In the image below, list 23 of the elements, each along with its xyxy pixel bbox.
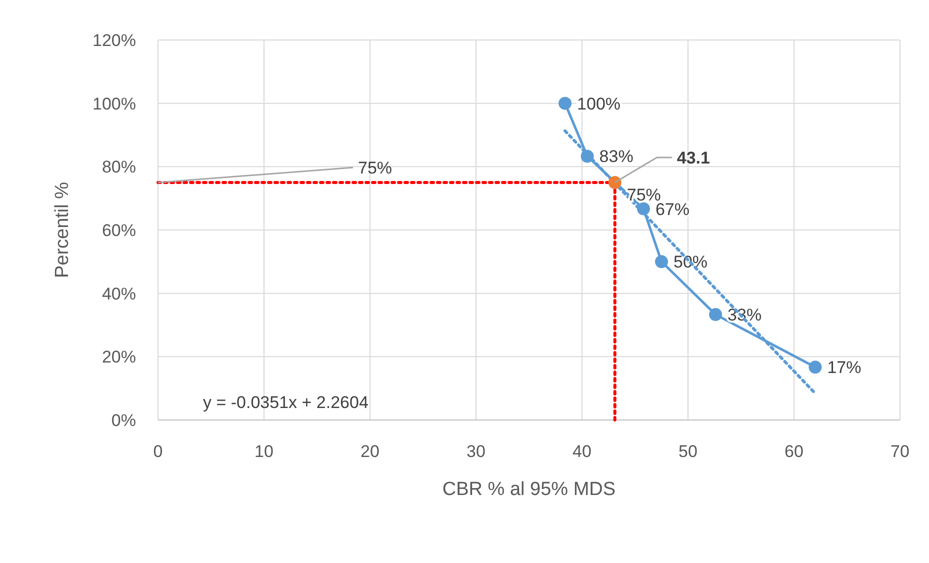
- y-tick-label: 100%: [92, 94, 136, 114]
- y-tick-label: 80%: [102, 158, 136, 177]
- annotation: y = -0.0351x + 2.2604: [203, 393, 368, 412]
- y-tick-label: 60%: [102, 221, 136, 240]
- y-tick-label: 40%: [102, 284, 136, 304]
- y-tick-label: 0%: [111, 411, 136, 430]
- data-label: 83%: [599, 147, 634, 166]
- x-tick-label: 10: [254, 442, 274, 461]
- y-tick-label: 120%: [92, 31, 136, 50]
- annotation: 43.1: [676, 148, 710, 168]
- x-axis-title: CBR % al 95% MDS: [442, 479, 616, 500]
- data-label: 17%: [827, 358, 862, 378]
- y-axis-title: Percentil %: [52, 182, 73, 278]
- data-label: 100%: [577, 94, 621, 114]
- x-tick-label: 50: [678, 442, 698, 461]
- x-tick-label: 60: [784, 442, 804, 461]
- y-tick-label: 20%: [102, 348, 136, 367]
- x-tick-label: 70: [890, 442, 910, 461]
- annotation: 75%: [358, 158, 392, 178]
- x-tick-label: 40: [572, 442, 592, 461]
- x-tick-label: 30: [466, 442, 486, 461]
- x-tick-label: 0: [153, 442, 163, 461]
- x-tick-label: 20: [360, 442, 380, 461]
